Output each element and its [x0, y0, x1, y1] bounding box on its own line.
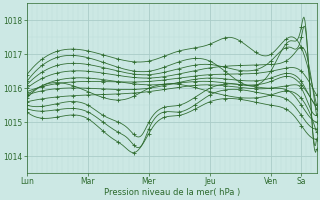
X-axis label: Pression niveau de la mer( hPa ): Pression niveau de la mer( hPa ) — [104, 188, 240, 197]
